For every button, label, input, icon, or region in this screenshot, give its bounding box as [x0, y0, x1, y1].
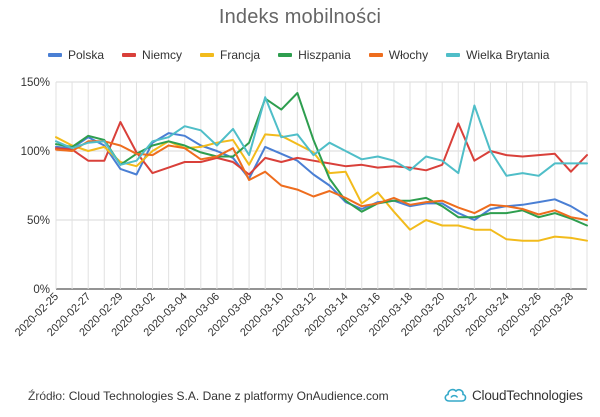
legend-label: Niemcy	[142, 48, 183, 62]
legend-swatch	[122, 53, 137, 57]
chart-title: Indeks mobilności	[218, 6, 382, 28]
legend-swatch	[200, 53, 215, 57]
legend-item: Hiszpania	[278, 48, 351, 62]
series-line-wielka-brytania	[55, 96, 588, 177]
y-tick-label: 150%	[21, 77, 50, 89]
series-line-włochy	[55, 140, 588, 221]
y-tick-label: 50%	[27, 215, 50, 227]
legend-swatch	[368, 53, 383, 57]
legend-item: Niemcy	[122, 48, 182, 62]
legend-label: Polska	[68, 48, 105, 62]
series-line-francja	[55, 133, 588, 242]
legend-label: Hiszpania	[298, 48, 351, 62]
legend-swatch	[48, 53, 62, 57]
legend-swatch	[278, 53, 293, 57]
cloud-logo-icon	[444, 388, 467, 402]
cloudtechnologies-logo: CloudTechnologies	[442, 380, 583, 410]
legend-label: Włochy	[388, 48, 429, 62]
source-footer: Źródło: Cloud Technologies S.A. Dane z p…	[28, 389, 389, 403]
legend-swatch	[446, 53, 461, 57]
legend-item: Wielka Brytania	[446, 48, 549, 62]
legend-label: Wielka Brytania	[466, 48, 550, 62]
source-text: Cloud Technologies S.A. Dane z platformy…	[68, 389, 389, 403]
y-tick-label: 0%	[33, 284, 50, 296]
legend-item: Francja	[200, 48, 260, 62]
logo-text: CloudTechnologies	[472, 387, 583, 403]
legend-item: Polska	[48, 48, 104, 62]
chart-legend: Polska Niemcy Francja Hiszpania Włochy Wielka…	[48, 47, 567, 63]
y-tick-label: 100%	[21, 146, 50, 158]
legend-label: Francja	[220, 48, 261, 62]
source-label: Źródło:	[28, 389, 66, 403]
legend-item: Włochy	[368, 48, 429, 62]
